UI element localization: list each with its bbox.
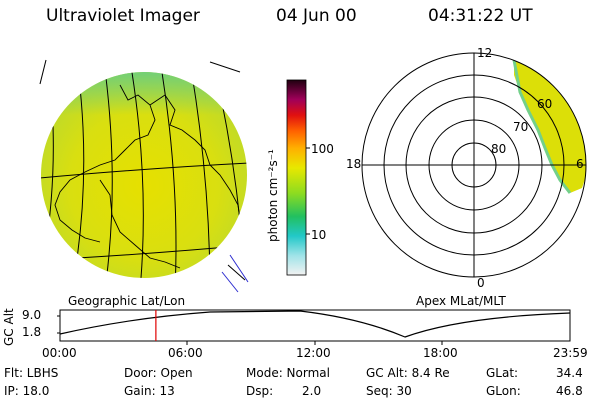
colorbar-tick-10: 10	[311, 228, 327, 242]
mlt-label-0: 0	[477, 276, 485, 290]
altitude-xtick-0600: 06:00	[168, 346, 203, 360]
gc-alt-info: GC Alt: 8.4 Re	[366, 366, 450, 380]
mlt-label-18: 18	[346, 157, 362, 171]
altitude-ytick-9: 9.0	[22, 308, 42, 322]
apex-caption: Apex MLat/MLT	[416, 294, 506, 308]
altitude-xtick-1800: 18:00	[423, 346, 458, 360]
blue-terminator	[221, 254, 249, 293]
altitude-ylabel: GC Alt	[2, 308, 16, 346]
grid-extension	[39, 59, 246, 281]
glat-value: 34.4	[556, 366, 583, 380]
gain-info: Gain: 13	[124, 384, 175, 398]
door-info: Door: Open	[124, 366, 193, 380]
dsp-label: Dsp:	[246, 384, 274, 398]
mlt-label-12: 12	[477, 46, 493, 60]
colorbar-unit-label: photon cm⁻²s⁻¹	[266, 149, 280, 242]
geographic-caption: Geographic Lat/Lon	[68, 294, 186, 308]
mlt-label-6: 6	[576, 157, 584, 171]
date-label: 04 Jun 00	[276, 6, 357, 26]
glon-value: 46.8	[556, 384, 583, 398]
glat-label: GLat:	[486, 366, 519, 380]
altitude-xtick-2359: 23:59	[553, 346, 588, 360]
altitude-ytick-1-8: 1.8	[22, 325, 42, 339]
altitude-plot	[57, 309, 571, 345]
geographic-grid	[41, 72, 247, 278]
altitude-xtick-1200: 12:00	[296, 346, 331, 360]
glon-label: GLon:	[486, 384, 521, 398]
filter-info: Flt: LBHS	[4, 366, 59, 380]
mode-info: Mode: Normal	[246, 366, 330, 380]
colorbar-tick-100: 100	[311, 142, 334, 156]
altitude-xtick-0000: 00:00	[42, 346, 77, 360]
dsp-value: 2.0	[302, 384, 322, 398]
mlat-label-70: 70	[513, 120, 529, 134]
colorbar	[286, 79, 310, 276]
mlat-label-60: 60	[537, 97, 553, 111]
uv-globe	[39, 59, 249, 293]
seq-info: Seq: 30	[366, 384, 412, 398]
ip-info: IP: 18.0	[4, 384, 50, 398]
time-label: 04:31:22 UT	[428, 6, 533, 26]
instrument-title: Ultraviolet Imager	[46, 6, 200, 26]
mlt-dial	[361, 52, 587, 278]
mlat-label-80: 80	[491, 142, 507, 156]
